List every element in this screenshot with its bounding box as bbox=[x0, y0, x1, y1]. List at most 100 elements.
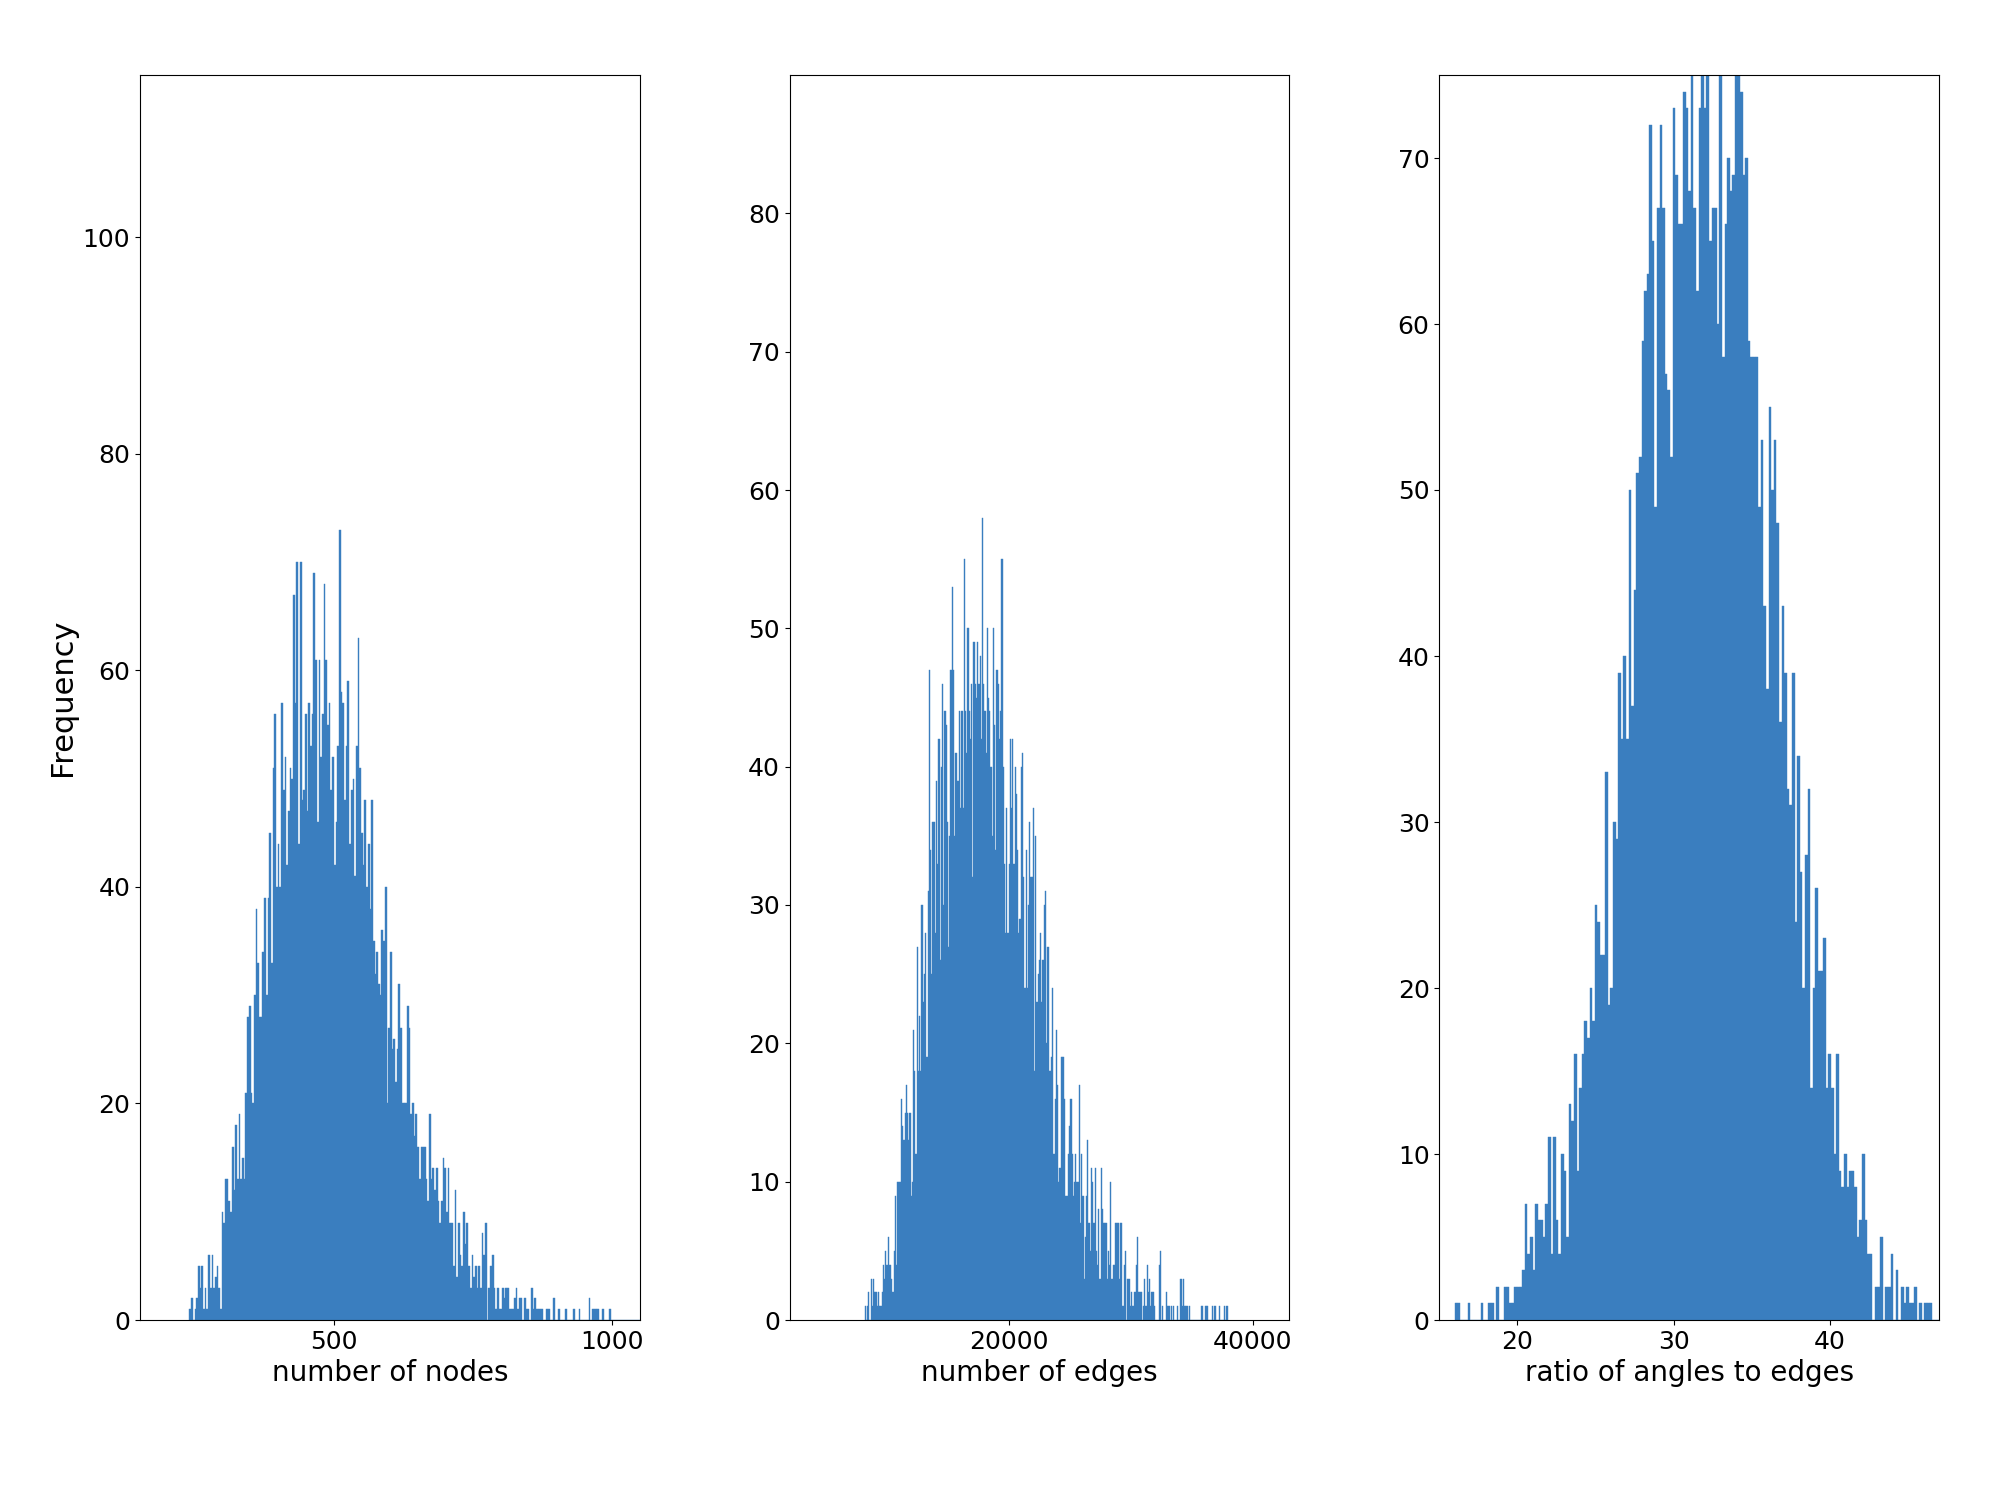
Bar bbox=[1816, 972, 1820, 1320]
Bar bbox=[1728, 190, 1732, 1320]
Bar bbox=[1612, 822, 1614, 1320]
Bar bbox=[1838, 1170, 1840, 1320]
Bar bbox=[1802, 988, 1804, 1320]
Bar bbox=[1506, 1287, 1508, 1320]
Bar bbox=[1886, 1287, 1890, 1320]
Bar bbox=[1604, 772, 1606, 1320]
Bar bbox=[1750, 357, 1752, 1320]
Bar bbox=[1489, 1304, 1491, 1320]
Bar bbox=[1744, 158, 1746, 1320]
Bar bbox=[1646, 274, 1648, 1320]
Bar bbox=[1694, 291, 1698, 1320]
Bar bbox=[1814, 888, 1816, 1320]
Bar bbox=[1836, 1054, 1838, 1320]
Bar bbox=[1624, 740, 1628, 1320]
Bar bbox=[1742, 174, 1744, 1320]
Bar bbox=[1508, 1304, 1510, 1320]
Bar bbox=[1890, 1254, 1892, 1320]
Bar bbox=[1798, 871, 1802, 1320]
Bar bbox=[1672, 108, 1674, 1320]
Bar bbox=[1534, 1204, 1536, 1320]
Bar bbox=[1576, 1170, 1578, 1320]
Bar bbox=[1738, 92, 1742, 1320]
Bar bbox=[1858, 1221, 1862, 1320]
Bar bbox=[1520, 1270, 1524, 1320]
Bar bbox=[1796, 756, 1798, 1320]
Bar bbox=[1724, 225, 1726, 1320]
Bar bbox=[1830, 1088, 1832, 1320]
Bar bbox=[1866, 1254, 1868, 1320]
Bar bbox=[1848, 1170, 1850, 1320]
Bar bbox=[1752, 357, 1754, 1320]
Bar bbox=[1840, 1186, 1842, 1320]
Bar bbox=[1692, 209, 1694, 1320]
Bar bbox=[1594, 904, 1596, 1320]
Bar bbox=[1908, 1304, 1910, 1320]
Bar bbox=[1864, 1221, 1866, 1320]
Bar bbox=[1850, 1170, 1854, 1320]
Bar bbox=[1516, 1287, 1518, 1320]
Bar bbox=[1552, 1137, 1554, 1320]
Bar bbox=[1820, 972, 1822, 1320]
Bar bbox=[1550, 1254, 1552, 1320]
Bar bbox=[1560, 1154, 1562, 1320]
Bar bbox=[1758, 507, 1760, 1320]
X-axis label: number of nodes: number of nodes bbox=[272, 1359, 507, 1388]
Bar bbox=[1926, 1304, 1928, 1320]
Bar bbox=[1794, 921, 1796, 1320]
Bar bbox=[1854, 1186, 1856, 1320]
Bar bbox=[1586, 1038, 1588, 1320]
Bar bbox=[1562, 1170, 1566, 1320]
Bar bbox=[1636, 474, 1638, 1320]
Bar bbox=[1638, 458, 1640, 1320]
Bar bbox=[1708, 242, 1710, 1320]
Bar bbox=[1532, 1270, 1534, 1320]
Bar bbox=[1584, 1022, 1586, 1320]
Bar bbox=[1906, 1287, 1908, 1320]
Bar bbox=[1918, 1304, 1920, 1320]
Bar bbox=[1510, 1304, 1514, 1320]
Bar bbox=[1662, 209, 1664, 1320]
Bar bbox=[1924, 1304, 1926, 1320]
Bar bbox=[1874, 1287, 1876, 1320]
Bar bbox=[1598, 956, 1602, 1320]
Bar bbox=[1614, 839, 1616, 1320]
Bar bbox=[1710, 209, 1714, 1320]
Bar bbox=[1518, 1287, 1520, 1320]
Bar bbox=[1630, 706, 1632, 1320]
Bar bbox=[1554, 1221, 1558, 1320]
Bar bbox=[1790, 672, 1794, 1320]
Bar bbox=[1894, 1270, 1898, 1320]
Bar bbox=[1806, 789, 1810, 1320]
Bar bbox=[1616, 672, 1620, 1320]
Bar bbox=[1720, 357, 1724, 1320]
Bar bbox=[1457, 1304, 1459, 1320]
Bar bbox=[1726, 158, 1728, 1320]
Bar bbox=[1702, 108, 1706, 1320]
Bar bbox=[1632, 590, 1636, 1320]
Bar bbox=[1596, 921, 1598, 1320]
Bar bbox=[1846, 1186, 1848, 1320]
Bar bbox=[1706, 26, 1708, 1320]
Y-axis label: Frequency: Frequency bbox=[48, 618, 78, 777]
Bar bbox=[1610, 988, 1612, 1320]
Bar bbox=[1558, 1254, 1560, 1320]
Bar bbox=[1938, 1304, 1942, 1320]
Bar bbox=[1570, 1120, 1572, 1320]
Bar bbox=[1674, 174, 1676, 1320]
Bar bbox=[1622, 656, 1624, 1320]
Bar bbox=[1880, 1238, 1882, 1320]
Bar bbox=[1526, 1254, 1528, 1320]
Bar bbox=[1606, 1005, 1610, 1320]
Bar bbox=[1481, 1304, 1483, 1320]
Bar bbox=[1680, 225, 1682, 1320]
Bar bbox=[1736, 26, 1738, 1320]
Bar bbox=[1754, 357, 1758, 1320]
Bar bbox=[1546, 1137, 1550, 1320]
X-axis label: ratio of angles to edges: ratio of angles to edges bbox=[1524, 1359, 1852, 1388]
Bar bbox=[1540, 1221, 1542, 1320]
Bar bbox=[1524, 1204, 1526, 1320]
Bar bbox=[1668, 458, 1672, 1320]
Bar bbox=[1684, 108, 1688, 1320]
Bar bbox=[1568, 1104, 1570, 1320]
